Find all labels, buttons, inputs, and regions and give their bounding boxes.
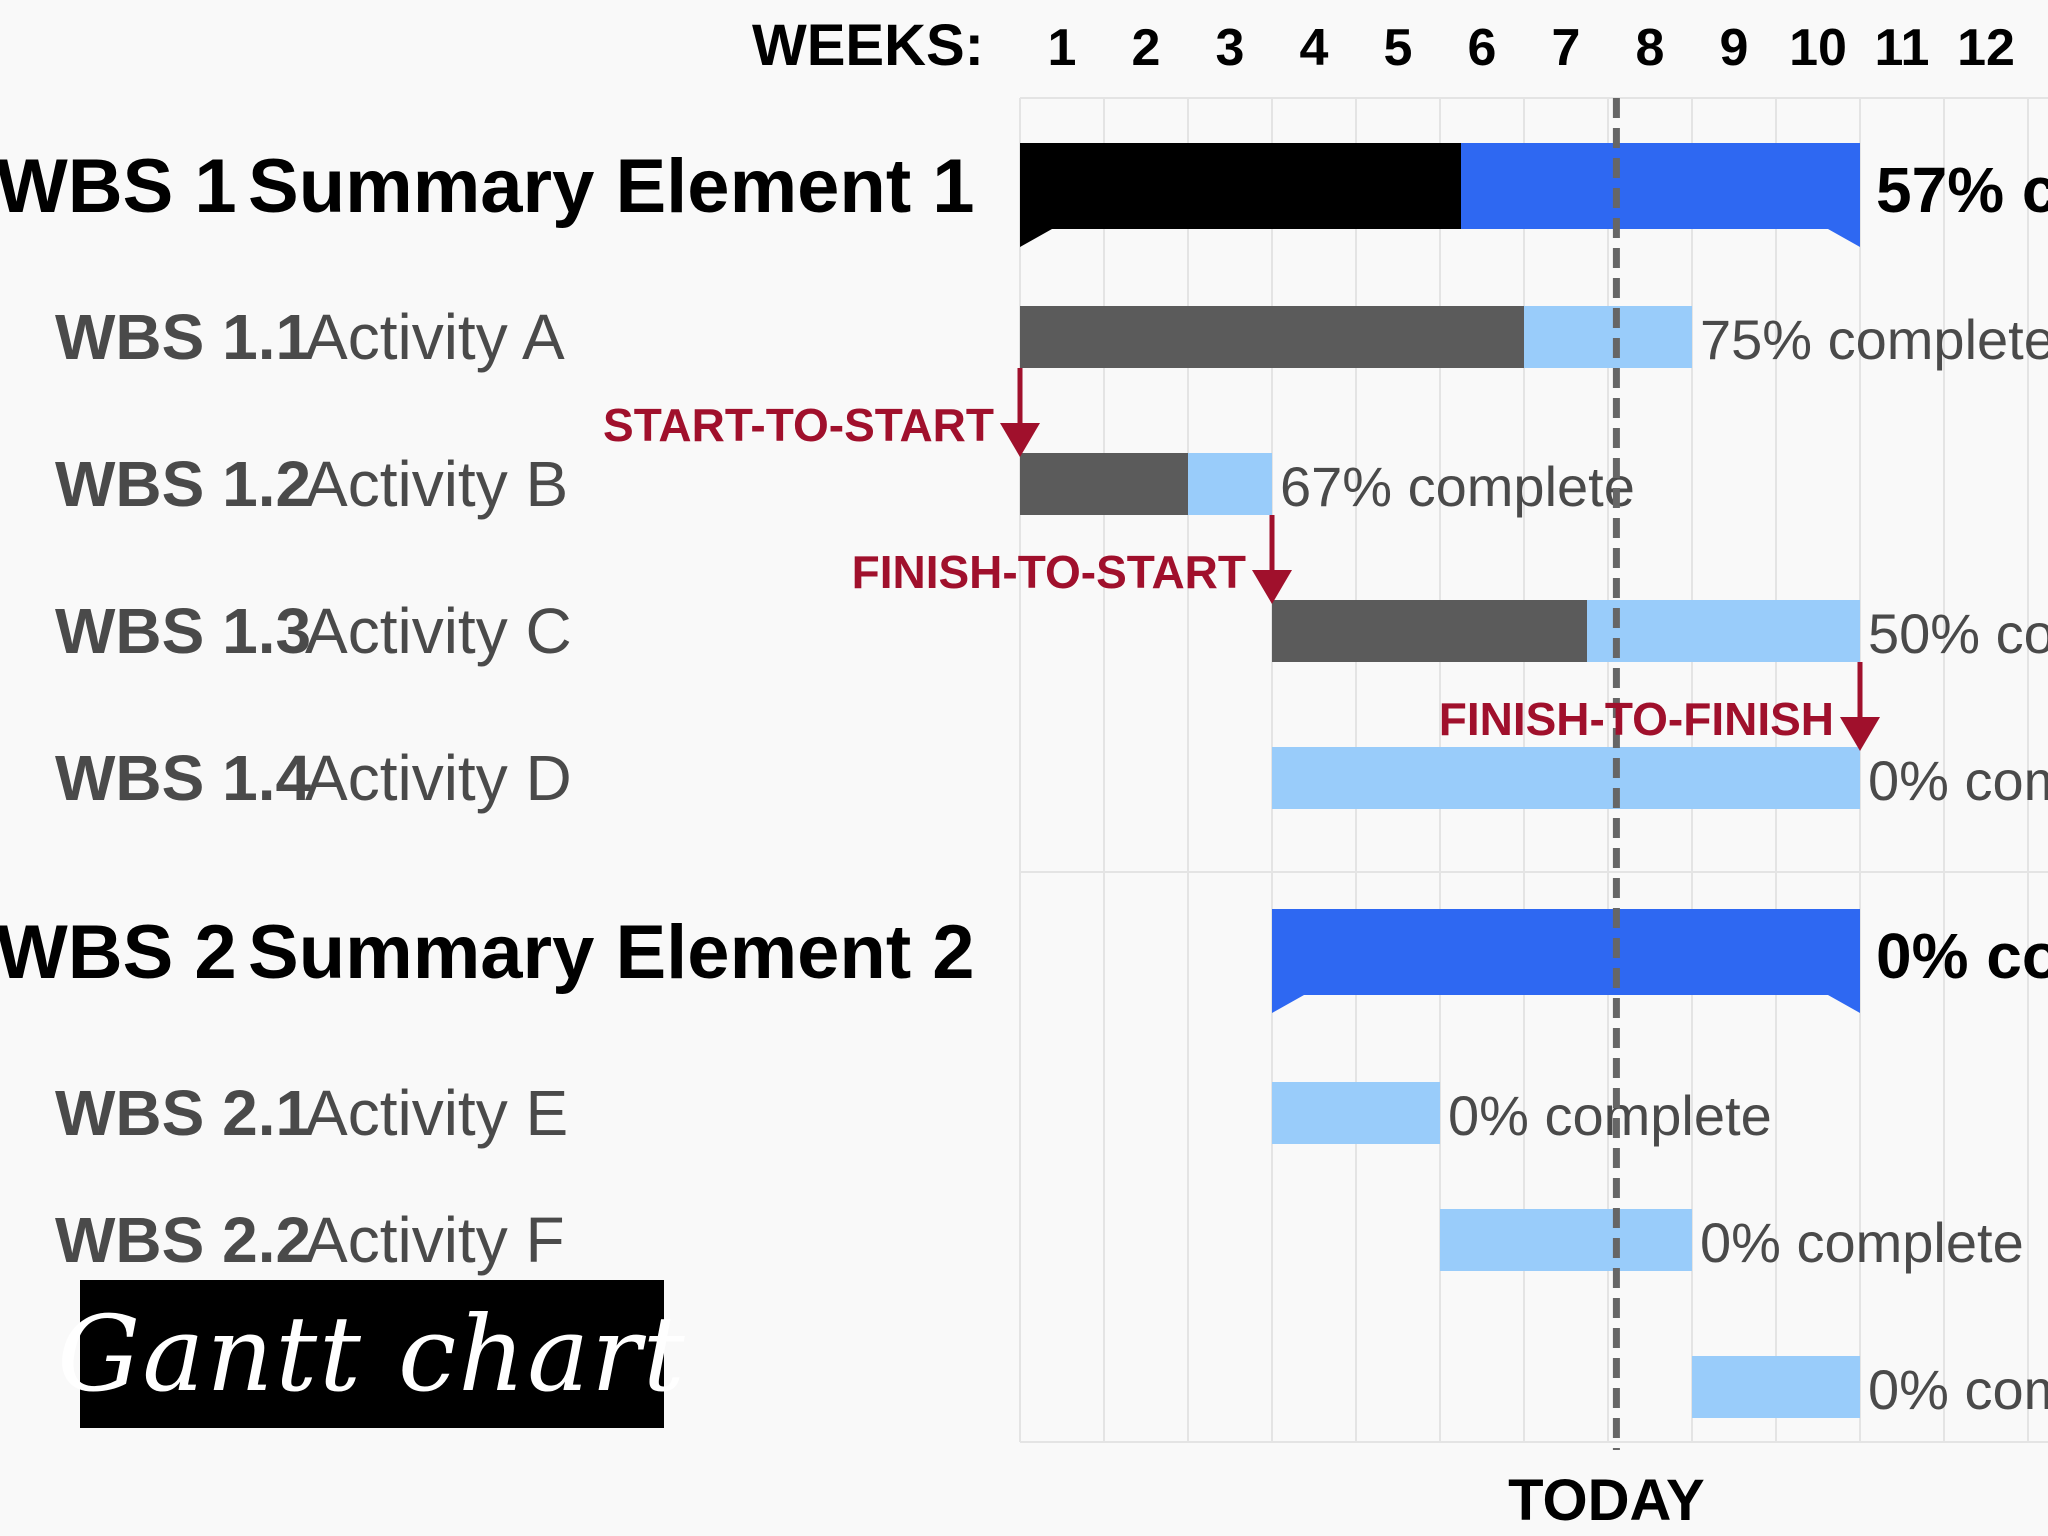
today-label: TODAY — [1508, 1468, 1705, 1533]
row-id-label: WBS 1 — [0, 144, 237, 229]
week-tick-label: 2 — [1132, 19, 1161, 77]
row-id-label: WBS 2 — [0, 910, 237, 995]
dependency-label: FINISH-TO-FINISH — [1439, 693, 1834, 745]
caption-text: Gantt chart — [57, 1293, 687, 1415]
summary-bar-remaining — [1272, 909, 1860, 1013]
week-tick-label: 11 — [1875, 19, 1930, 77]
row-status-label: 67% complete — [1280, 455, 1635, 518]
row-status-label: 57% co — [1876, 154, 2048, 226]
dependency-label: FINISH-TO-START — [852, 546, 1246, 598]
row-name-label: Activity D — [305, 742, 572, 814]
week-tick-label: 5 — [1384, 19, 1413, 77]
row-name-label: Summary Element 1 — [248, 144, 975, 229]
caption-box: Gantt chart — [57, 1280, 685, 1428]
row-id-label: WBS 1.3 — [55, 595, 311, 667]
row-id-label: WBS 1.1 — [55, 301, 311, 373]
week-tick-label: 6 — [1468, 19, 1497, 77]
row-name-label: Activity F — [305, 1204, 565, 1276]
row-status-label: 75% complete — [1700, 308, 2048, 371]
row-name-label: Activity B — [305, 448, 568, 520]
row-name-label: Activity E — [305, 1077, 568, 1149]
row-name-label: Activity C — [305, 595, 572, 667]
activity-bar-complete — [1020, 306, 1524, 368]
row-status-label: 0% co — [1876, 920, 2048, 992]
week-tick-label: 9 — [1720, 19, 1749, 77]
row-name-label: Summary Element 2 — [248, 910, 975, 995]
row-id-label: WBS 2.1 — [55, 1077, 311, 1149]
row-status-label: 0% complete — [1448, 1084, 1772, 1147]
week-tick-label: 10 — [1789, 19, 1847, 77]
row-id-label: WBS 2.2 — [55, 1204, 311, 1276]
week-tick-label: 3 — [1216, 19, 1245, 77]
row-id-label: WBS 1.4 — [55, 742, 311, 814]
row-status-label: 0% com — [1868, 1358, 2048, 1421]
summary-bar-remaining — [1461, 143, 1860, 247]
week-tick-label: 1 — [1048, 19, 1077, 77]
row-id-label: WBS 1.2 — [55, 448, 311, 520]
row-status-label: 0% complete — [1700, 1211, 2024, 1274]
activity-bar-remaining — [1440, 1209, 1692, 1271]
dependency-arrow-head — [1000, 423, 1040, 457]
activity-bar-complete — [1272, 600, 1587, 662]
dependency-arrow-head — [1252, 570, 1292, 604]
week-tick-label: 4 — [1300, 19, 1329, 77]
row-status-label: 50% co — [1868, 602, 2048, 665]
activity-bar-remaining — [1524, 306, 1692, 368]
activity-bar-remaining — [1692, 1356, 1860, 1418]
activity-bar-remaining — [1272, 1082, 1440, 1144]
activity-bar-complete — [1020, 453, 1188, 515]
row-status-label: 0% com — [1868, 749, 2048, 812]
dependency-arrow-head — [1840, 717, 1880, 751]
activity-bar-remaining — [1272, 747, 1860, 809]
week-tick-label: 12 — [1957, 19, 2015, 77]
week-tick-label: 7 — [1552, 19, 1581, 77]
row-name-label: Activity A — [305, 301, 565, 373]
summary-bar-complete — [1020, 143, 1461, 247]
dependency-label: START-TO-START — [603, 399, 994, 451]
axis-label: WEEKS: — [752, 13, 984, 78]
activity-bar-remaining — [1587, 600, 1860, 662]
week-tick-label: 8 — [1636, 19, 1665, 77]
activity-bar-remaining — [1188, 453, 1272, 515]
